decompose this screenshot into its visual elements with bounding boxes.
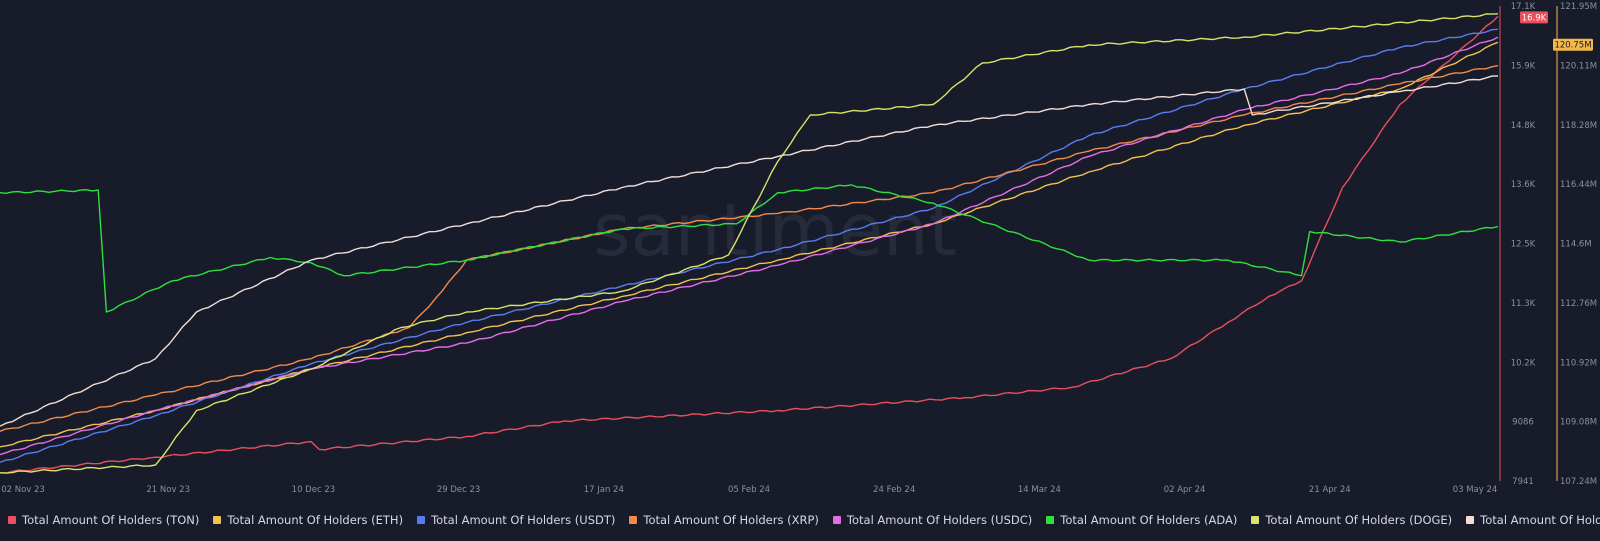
x-tick-label: 21 Nov 23 [146, 485, 190, 495]
series-line-total-amount-of-holders-eth- [0, 41, 1499, 448]
left-current-badge: 16.9K [1520, 11, 1548, 24]
legend-label: Total Amount Of Holders (USDT) [431, 513, 616, 527]
left-tick-label: 17.1K [1511, 2, 1536, 12]
left-axis: 17.1K 15.9K 14.8K 13.6K 12.5K 11.3K 10.2K 9086 7… [1499, 2, 1536, 487]
x-tick-label: 14 Mar 24 [1018, 485, 1061, 495]
legend-swatch [1046, 516, 1055, 524]
x-tick-label: 02 Apr 24 [1164, 485, 1206, 495]
series-line-total-amount-of-holders-usdt- [0, 28, 1499, 464]
legend-swatch [8, 516, 16, 524]
series-line-total-amount-of-holders-doge- [0, 13, 1499, 474]
legend-label: Total Amount Of Holders (DOGE) [1265, 513, 1453, 527]
series-line-total-amount-of-holders-xrp- [0, 64, 1499, 432]
left-tick-label: 14.8K [1511, 121, 1536, 131]
svg-text:16.9K: 16.9K [1522, 13, 1547, 23]
legend-item[interactable]: Total Amount Of Holders (ADA) [1046, 513, 1237, 527]
right-tick-label: 118.28M [1560, 121, 1597, 131]
legend-swatch [417, 516, 426, 524]
legend-item[interactable]: Total Amount Of Holders (USDT) [417, 513, 615, 527]
x-tick-label: 03 May 24 [1453, 485, 1498, 495]
left-tick-label: 11.3K [1511, 299, 1536, 309]
legend-swatch [213, 516, 222, 524]
legend-label: Total Amount Of Holders (LINK) [1480, 513, 1600, 527]
right-tick-label: 114.6M [1560, 240, 1592, 250]
watermark: santiment [593, 188, 957, 272]
holders-chart: santiment 17.1K 15.9K 14.8K 13.6K 12.5K 11.3K… [0, 2, 1597, 495]
current-value-badges: 16.9K 120.75M [1520, 11, 1593, 51]
left-tick-label: 7941 [1512, 477, 1534, 487]
left-tick-label: 12.5K [1511, 240, 1536, 250]
legend-label: Total Amount Of Holders (TON) [22, 513, 200, 527]
legend-label: Total Amount Of Holders (XRP) [643, 513, 819, 527]
series-layer [0, 13, 1499, 474]
x-tick-label: 05 Feb 24 [728, 485, 770, 495]
right-tick-label: 121.95M [1560, 2, 1597, 12]
series-line-total-amount-of-holders-ton- [0, 15, 1499, 474]
legend-label: Total Amount Of Holders (ETH) [227, 513, 404, 527]
legend-item[interactable]: Total Amount Of Holders (USDC) [832, 513, 1033, 527]
series-line-total-amount-of-holders-usdc- [0, 36, 1499, 456]
legend-swatch [629, 516, 638, 524]
right-tick-label: 116.44M [1560, 180, 1597, 190]
x-tick-label: 02 Nov 23 [1, 485, 45, 495]
legend-swatch [1466, 516, 1475, 524]
left-tick-label: 10.2K [1511, 358, 1536, 368]
right-tick-label: 110.92M [1560, 358, 1597, 368]
legend-item[interactable]: Total Amount Of Holders (LINK) [1466, 513, 1600, 527]
right-current-badge: 120.75M [1553, 38, 1593, 51]
right-tick-label: 112.76M [1560, 299, 1597, 309]
legend: Total Amount Of Holders (TON) Total Amoun… [0, 507, 1600, 533]
x-tick-label: 10 Dec 23 [292, 485, 335, 495]
x-tick-label: 21 Apr 24 [1309, 485, 1351, 495]
right-tick-label: 120.11M [1560, 61, 1597, 71]
legend-label: Total Amount Of Holders (USDC) [846, 513, 1033, 527]
series-line-total-amount-of-holders-ada- [0, 184, 1499, 313]
x-tick-label: 17 Jan 24 [584, 485, 624, 495]
left-tick-label: 9086 [1512, 418, 1534, 428]
left-tick-label: 15.9K [1511, 61, 1536, 71]
legend-item[interactable]: Total Amount Of Holders (XRP) [629, 513, 819, 527]
x-axis: 02 Nov 23 21 Nov 23 10 Dec 23 29 Dec 23 17 J… [1, 485, 1497, 495]
legend-item[interactable]: Total Amount Of Holders (TON) [8, 513, 199, 527]
x-tick-label: 29 Dec 23 [437, 485, 480, 495]
legend-item[interactable]: Total Amount Of Holders (ETH) [213, 513, 403, 527]
legend-swatch [1251, 516, 1260, 524]
legend-label: Total Amount Of Holders (ADA) [1060, 513, 1238, 527]
series-line-total-amount-of-holders-link- [0, 75, 1499, 427]
x-tick-label: 24 Feb 24 [873, 485, 915, 495]
legend-item[interactable]: Total Amount Of Holders (DOGE) [1251, 513, 1452, 527]
left-tick-label: 13.6K [1511, 180, 1536, 190]
legend-swatch [832, 516, 841, 524]
right-axis: 121.95M 120.11M 118.28M 116.44M 114.6M 112.76… [1556, 2, 1597, 487]
right-tick-label: 107.24M [1560, 477, 1597, 487]
right-tick-label: 109.08M [1560, 418, 1597, 428]
svg-text:120.75M: 120.75M [1554, 41, 1591, 51]
